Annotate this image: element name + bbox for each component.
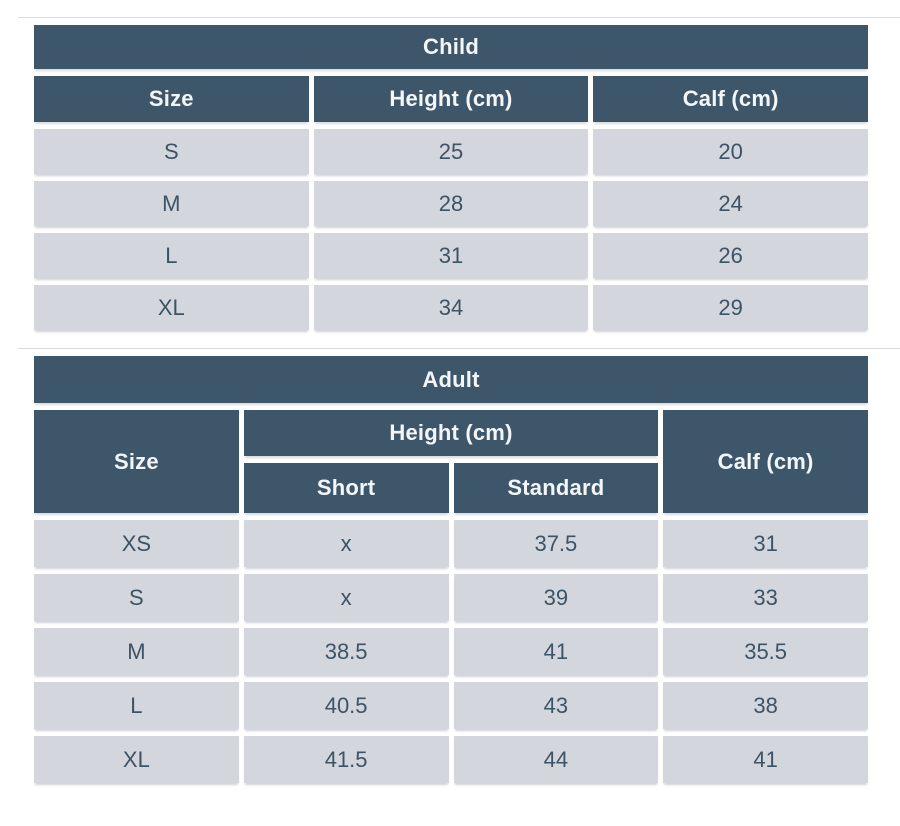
adult-cell-calf: 38 [663,682,868,729]
adult-size-table: Adult Size Height (cm) Calf (cm) Short S… [29,349,873,790]
child-table-section: Child Size Height (cm) Calf (cm) S 25 20… [18,17,900,337]
adult-cell-calf: 35.5 [663,628,868,675]
child-cell-calf: 20 [593,129,868,174]
child-cell-height: 34 [313,285,589,330]
adult-cell-height-standard: 43 [453,682,659,729]
child-table-title: Child [34,25,868,69]
adult-cell-height-standard: 39 [453,574,659,621]
adult-cell-size: XL [34,736,239,783]
adult-column-header-calf: Calf (cm) [663,410,868,513]
child-header-row: Size Height (cm) Calf (cm) [34,76,868,122]
adult-cell-calf: 41 [663,736,868,783]
adult-cell-size: S [34,574,239,621]
adult-table-row: XS x 37.5 31 [34,520,868,567]
child-column-header-calf: Calf (cm) [593,76,868,122]
adult-cell-height-standard: 37.5 [453,520,659,567]
adult-table-section: Adult Size Height (cm) Calf (cm) Short S… [18,348,900,790]
adult-cell-calf: 31 [663,520,868,567]
child-cell-height: 28 [313,181,589,226]
adult-subcolumn-header-standard: Standard [453,463,659,513]
adult-table-row: L 40.5 43 38 [34,682,868,729]
adult-cell-height-short: 41.5 [243,736,449,783]
adult-title-row: Adult [34,356,868,403]
adult-cell-calf: 33 [663,574,868,621]
child-cell-calf: 24 [593,181,868,226]
child-cell-calf: 26 [593,233,868,278]
child-column-header-height: Height (cm) [313,76,589,122]
child-table-row: S 25 20 [34,129,868,174]
adult-cell-height-standard: 41 [453,628,659,675]
adult-header-row: Size Height (cm) Calf (cm) [34,410,868,513]
adult-cell-size: XS [34,520,239,567]
child-cell-height: 25 [313,129,589,174]
adult-table-row: M 38.5 41 35.5 [34,628,868,675]
adult-table-row: XL 41.5 44 41 [34,736,868,783]
adult-cell-height-short: 40.5 [243,682,449,729]
child-table-row: XL 34 29 [34,285,868,330]
child-table-row: M 28 24 [34,181,868,226]
adult-subcolumn-header-short: Short [243,463,449,513]
child-cell-height: 31 [313,233,589,278]
adult-cell-height-short: x [243,574,449,621]
adult-table-title: Adult [34,356,868,403]
child-table-row: L 31 26 [34,233,868,278]
adult-cell-height-short: x [243,520,449,567]
child-cell-size: M [34,181,309,226]
adult-cell-size: L [34,682,239,729]
child-cell-calf: 29 [593,285,868,330]
adult-subheader-row: Short Standard [34,463,868,513]
child-cell-size: XL [34,285,309,330]
child-title-row: Child [34,25,868,69]
adult-cell-height-standard: 44 [453,736,659,783]
adult-table-row: S x 39 33 [34,574,868,621]
adult-cell-size: M [34,628,239,675]
child-cell-size: L [34,233,309,278]
child-cell-size: S [34,129,309,174]
child-size-table: Child Size Height (cm) Calf (cm) S 25 20… [29,18,873,337]
adult-cell-height-short: 38.5 [243,628,449,675]
child-column-header-size: Size [34,76,309,122]
adult-column-header-height-group: Height (cm) [243,410,659,456]
adult-column-header-size: Size [34,410,239,513]
